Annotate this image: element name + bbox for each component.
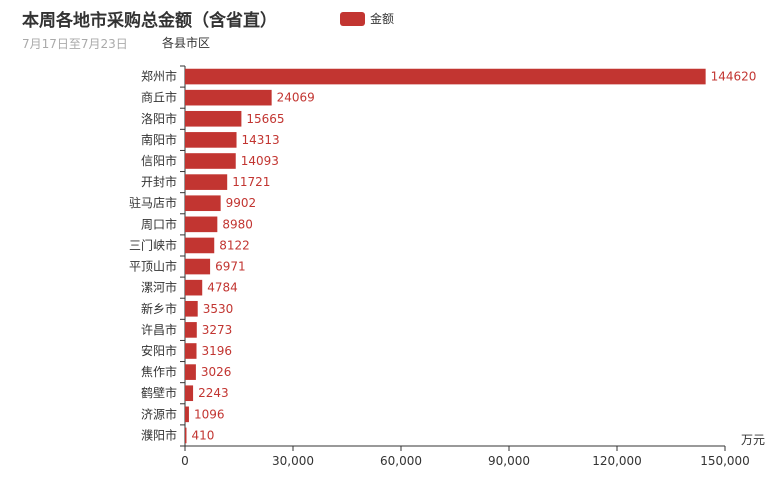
data-label: 9902 [226, 196, 257, 210]
data-label: 11721 [232, 175, 270, 189]
y-category-label: 郑州市 [141, 69, 177, 84]
bar [185, 195, 221, 212]
y-category-label: 周口市 [141, 216, 177, 231]
data-label: 24069 [277, 91, 315, 105]
y-category-label: 南阳市 [141, 132, 177, 147]
data-label: 2243 [198, 386, 229, 400]
bar [185, 110, 242, 127]
y-category-label: 新乡市 [141, 301, 177, 316]
bar [185, 258, 211, 275]
bar [185, 406, 189, 423]
bar [185, 216, 218, 233]
data-label: 8980 [222, 217, 253, 231]
x-tick-label: 60,000 [380, 454, 422, 468]
data-label: 6971 [215, 260, 246, 274]
x-tick-label: 30,000 [272, 454, 314, 468]
x-tick-label: 90,000 [488, 454, 530, 468]
y-category-label: 濮阳市 [141, 427, 177, 442]
y-category-label: 济源市 [141, 406, 177, 421]
data-label: 1096 [194, 407, 225, 421]
data-label: 14313 [242, 133, 280, 147]
bar [185, 279, 203, 296]
bar [185, 68, 706, 85]
data-label: 4784 [207, 281, 238, 295]
y-category-label: 鹤壁市 [141, 385, 177, 400]
data-label: 3026 [201, 365, 232, 379]
data-label: 14093 [241, 154, 279, 168]
y-category-label: 平顶山市 [129, 259, 177, 274]
x-tick-label: 150,000 [700, 454, 750, 468]
bar [185, 153, 236, 169]
legend[interactable]: 金额 [340, 10, 394, 27]
y-category-label: 三门峡市 [129, 237, 177, 252]
y-category-label: 商丘市 [141, 90, 177, 105]
data-label: 8122 [219, 238, 250, 252]
bar [185, 364, 196, 380]
y-category-label: 开封市 [141, 174, 177, 189]
bar [185, 89, 272, 106]
bar [185, 385, 194, 402]
bar [185, 237, 215, 254]
y-category-label: 驻马店市 [129, 195, 177, 210]
bar [185, 322, 197, 338]
y-category-label: 漯河市 [141, 280, 177, 295]
bar [185, 174, 228, 190]
bar [185, 427, 187, 444]
y-category-label: 安阳市 [141, 343, 177, 358]
y-category-label: 洛阳市 [141, 111, 177, 126]
legend-swatch [340, 11, 365, 26]
bar [185, 132, 237, 148]
x-tick-label: 0 [181, 454, 189, 468]
data-label: 3196 [202, 344, 233, 358]
data-label: 144620 [711, 70, 757, 84]
legend-label: 金额 [370, 12, 395, 26]
data-label: 3273 [202, 323, 233, 337]
chart-subtitle: 7月17日至7月23日 [22, 37, 128, 51]
bar [185, 300, 198, 317]
x-axis-name: 万元 [741, 433, 765, 447]
x-tick-label: 120,000 [592, 454, 642, 468]
chart-title: 本周各地市采购总金额（含省直） [22, 11, 277, 31]
y-axis-name: 各县市区 [162, 35, 210, 50]
bar [185, 343, 197, 359]
data-label: 15665 [246, 112, 284, 126]
data-label: 410 [191, 428, 214, 442]
y-category-label: 信阳市 [141, 153, 177, 168]
data-label: 3530 [203, 302, 234, 316]
y-category-label: 许昌市 [141, 322, 177, 337]
y-category-label: 焦作市 [141, 364, 177, 379]
